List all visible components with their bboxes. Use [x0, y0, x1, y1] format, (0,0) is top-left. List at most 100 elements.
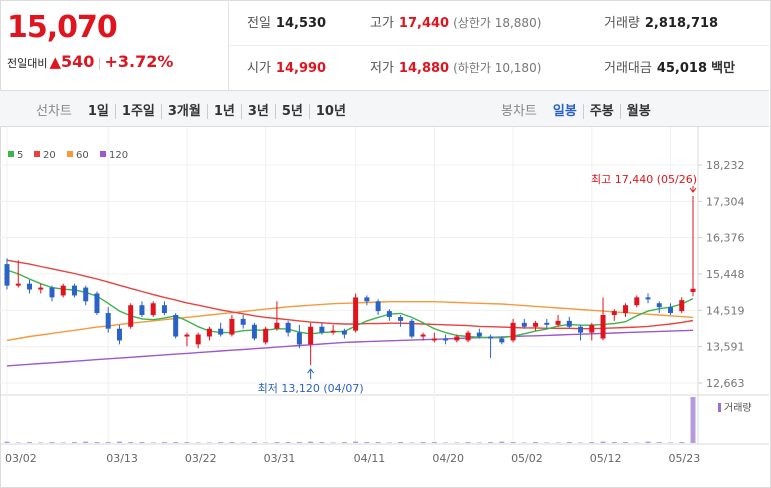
volume-legend-label: 거래량 — [724, 402, 752, 414]
tab-weekly[interactable]: 주봉 — [582, 104, 620, 119]
tab-10y[interactable]: 10년 — [308, 104, 352, 119]
y-tick-label: 18,232 — [706, 159, 745, 172]
candle-body — [488, 336, 494, 339]
volume-bar — [49, 442, 55, 443]
stat-low: 저가 14,880 (하한가 10,180) — [370, 57, 541, 76]
volume-bar — [341, 442, 347, 443]
stat-label: 저가 — [370, 61, 394, 76]
candle-body — [139, 305, 145, 316]
candle-body — [465, 332, 471, 341]
candle-body — [285, 322, 291, 333]
candle-body — [184, 334, 190, 337]
candle-body — [353, 297, 359, 331]
candle-body — [128, 305, 134, 327]
stat-volume: 거래량 2,818,718 — [604, 12, 718, 31]
candle-body — [623, 305, 629, 314]
volume-bar — [285, 442, 291, 443]
volume-bar — [161, 442, 167, 443]
volume-bar — [544, 442, 550, 444]
candle-body — [71, 285, 77, 296]
volume-bar — [454, 442, 460, 444]
candle-body — [105, 313, 111, 329]
candle-body — [296, 332, 302, 345]
candle-body — [420, 334, 426, 337]
tab-1d[interactable]: 1일 — [87, 104, 109, 119]
high-annotation: 최고 17,440 (05/26) — [591, 173, 697, 186]
candle-body — [38, 287, 44, 290]
candle-body — [195, 334, 201, 345]
candle-body — [83, 287, 89, 302]
ma60-line — [6, 300, 694, 342]
stat-high: 고가 17,440 (상한가 18,880) — [370, 12, 541, 31]
volume-bar — [173, 442, 179, 443]
candle-body — [161, 305, 167, 314]
quote-header: 15,070 전일대비 ▲540 | +3.72% 전일 14,530 고가 17,440… — [0, 0, 769, 91]
legend-label: 20 — [43, 150, 56, 161]
tab-3y[interactable]: 3년 — [240, 104, 275, 119]
volume-bar — [656, 442, 662, 443]
volume-bar — [206, 442, 212, 444]
tab-1w[interactable]: 1주일 — [114, 104, 161, 119]
volume-bar — [510, 442, 516, 443]
x-tick-label: 04/20 — [432, 452, 464, 465]
y-tick-label: 12,663 — [706, 377, 745, 390]
candle-body — [656, 303, 662, 308]
stat-label: 거래량 — [604, 16, 640, 31]
volume-bar — [296, 442, 302, 443]
x-tick-label: 03/13 — [106, 452, 138, 465]
candle-body — [150, 303, 156, 316]
candle-body — [544, 322, 550, 325]
y-tick-label: 13,591 — [706, 341, 745, 354]
y-tick-label: 16,376 — [706, 232, 745, 245]
x-tick-label: 05/12 — [590, 452, 622, 465]
candle-body — [634, 297, 640, 306]
volume-bar — [443, 442, 449, 444]
candle-chart-tabs: 봉차트 일봉 주봉 월봉 — [501, 100, 657, 119]
tab-3m[interactable]: 3개월 — [160, 104, 207, 119]
volume-legend-swatch — [718, 403, 721, 412]
candle-body — [229, 318, 235, 335]
price-chart[interactable]: 18,232 17,304 16,376 15,448 14,519 13,591 12,6… — [0, 127, 769, 486]
candle-body — [364, 297, 370, 302]
volume-bar — [668, 442, 674, 444]
volume-bar — [364, 442, 370, 443]
low-annotation: 최저 13,120 (04/07) — [258, 382, 364, 395]
candle-body — [173, 315, 179, 337]
candle-body — [49, 287, 55, 298]
ma120-line — [6, 329, 694, 367]
volume-bar — [589, 442, 595, 443]
y-tick-label: 15,448 — [706, 268, 745, 281]
volume-bar — [566, 442, 572, 443]
candle-body — [15, 283, 21, 286]
candle-body — [274, 322, 280, 329]
volume-bar — [431, 442, 437, 443]
tab-5y[interactable]: 5년 — [274, 104, 309, 119]
candle-body — [645, 297, 651, 300]
candle-body — [263, 328, 269, 343]
candle-body — [521, 322, 527, 327]
candle-body — [510, 322, 516, 341]
current-price: 15,070 — [7, 10, 118, 45]
tab-daily[interactable]: 일봉 — [552, 104, 577, 119]
tab-monthly[interactable]: 월봉 — [619, 104, 657, 119]
candle-chart-title: 봉차트 — [501, 104, 537, 119]
x-tick-label: 03/02 — [5, 452, 37, 465]
volume-bar — [409, 442, 415, 444]
candle-body — [600, 315, 606, 339]
candle-body — [578, 326, 584, 333]
stats-row-1: 전일 14,530 고가 17,440 (상한가 18,880) 거래량 2,818,7… — [229, 0, 769, 46]
tab-1y[interactable]: 1년 — [206, 104, 241, 119]
volume-bar — [476, 442, 482, 444]
stat-value: 2,818,718 — [644, 16, 719, 31]
candle-body — [206, 328, 212, 337]
stat-label: 전일 — [247, 16, 271, 31]
volume-bar — [308, 441, 314, 443]
candle-body — [668, 307, 674, 314]
x-tick-label: 04/11 — [354, 452, 386, 465]
volume-bar — [105, 442, 111, 443]
change-row: 전일대비 ▲540 | +3.72% — [7, 52, 173, 71]
volume-bar — [623, 442, 629, 443]
candle-body — [679, 300, 685, 312]
volume-bar — [488, 442, 494, 443]
volume-bar — [274, 442, 280, 443]
